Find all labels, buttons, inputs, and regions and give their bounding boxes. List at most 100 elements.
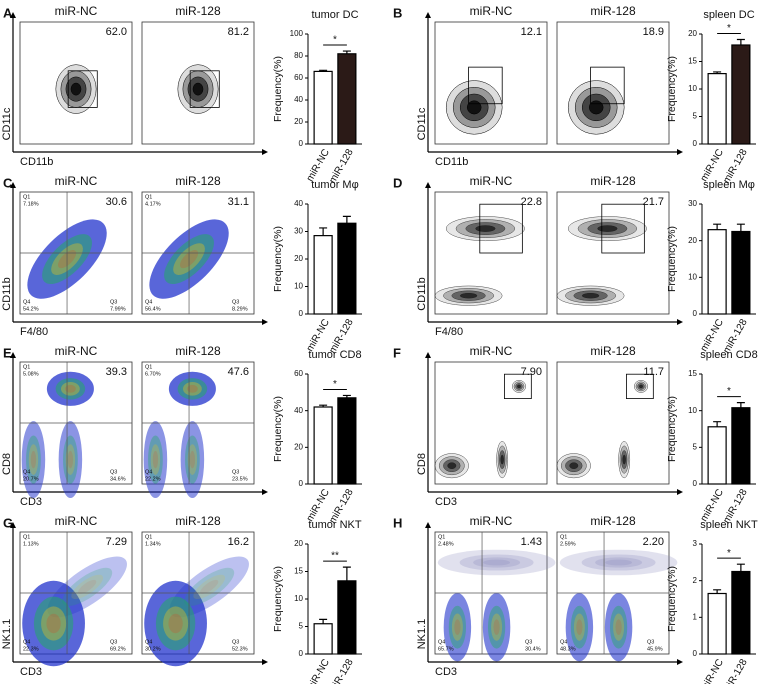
density (65, 384, 76, 393)
density (570, 605, 589, 649)
y-axis-label: CD11c (416, 107, 428, 140)
quadrant-name: Q4 (145, 299, 152, 305)
density (152, 450, 159, 469)
quadrant-name: Q3 (647, 639, 654, 645)
y-tick-label: 40 (294, 406, 303, 415)
quadrant-value: 45.9% (647, 646, 663, 652)
quadrant-name: Q4 (23, 639, 30, 645)
y-axis-title: Frequency(%) (666, 396, 678, 462)
quadrant-name: Q4 (23, 299, 30, 305)
density (143, 421, 168, 499)
y-tick-label: 20 (688, 236, 697, 245)
arrow-head (10, 182, 16, 188)
contour (622, 454, 626, 465)
arrow-head (262, 149, 268, 155)
error-bar (319, 69, 328, 72)
y-tick-label: 0 (693, 649, 698, 658)
y-tick-label: 80 (294, 51, 303, 60)
chart-title: spleen NKT (700, 519, 758, 531)
chart-title: spleen Mφ (703, 179, 755, 191)
error-bar (342, 50, 351, 54)
bar (313, 70, 333, 145)
gate-value: 16.2 (228, 536, 249, 548)
density (609, 605, 628, 649)
quadrant-name: Q4 (23, 469, 30, 475)
x-axis-label: F4/80 (20, 326, 48, 338)
quadrant-value: 54.2% (23, 306, 39, 312)
arrow-head (262, 489, 268, 495)
density (55, 378, 86, 400)
y-tick-label: 0 (299, 479, 304, 488)
density (184, 567, 235, 607)
y-axis-title: Frequency(%) (666, 566, 678, 632)
contour (588, 100, 604, 115)
quadrant-value: 52.3% (232, 646, 248, 652)
y-axis-title: Frequency(%) (272, 566, 284, 632)
density (573, 613, 585, 641)
y-tick-label: 0 (693, 479, 698, 488)
quadrant-value: 2.59% (560, 541, 576, 547)
gate (626, 373, 654, 400)
y-axis-label: CD8 (1, 453, 13, 475)
y-axis-title: Frequency(%) (272, 56, 284, 122)
plot-title: miR-NC (55, 4, 98, 18)
contour (192, 82, 204, 96)
y-tick-label: 15 (688, 57, 697, 66)
bar (337, 397, 357, 485)
gate-value: 7.29 (106, 536, 127, 548)
quadrant-name: Q3 (525, 639, 532, 645)
y-tick-label: 5 (299, 622, 304, 631)
density (46, 613, 61, 634)
chart-title: tumor Mφ (311, 179, 358, 191)
density (448, 605, 467, 649)
quadrant-name: Q1 (560, 534, 567, 540)
bar (313, 406, 333, 485)
density (604, 593, 633, 662)
gate-value: 7.90 (521, 366, 542, 378)
arrow-head (425, 182, 431, 188)
y-tick-label: 0 (299, 309, 304, 318)
quadrant-value: 8.29% (232, 306, 248, 312)
quadrant-name: Q1 (23, 534, 30, 540)
plot-title: miR-128 (590, 514, 636, 528)
bar (731, 407, 751, 485)
x-axis-label: CD11b (20, 156, 53, 168)
density (26, 435, 41, 484)
quadrant-value: 30.4% (525, 646, 541, 652)
chart-title: tumor NKT (308, 519, 361, 531)
quadrant-name: Q3 (232, 469, 239, 475)
gate (601, 203, 645, 254)
density (21, 421, 46, 499)
density (168, 613, 183, 634)
density (437, 549, 556, 576)
significance-label: * (727, 548, 731, 559)
chart-title: spleen DC (703, 9, 754, 21)
density (487, 605, 506, 649)
arrow-head (425, 12, 431, 18)
bar (707, 72, 727, 145)
bar (707, 229, 727, 315)
density (443, 593, 472, 662)
density (155, 596, 196, 651)
density (30, 450, 37, 469)
bar (337, 580, 357, 655)
bar (337, 222, 357, 315)
y-tick-label: 40 (294, 95, 303, 104)
gate-value: 62.0 (106, 26, 127, 38)
quadrant-value: 48.3% (560, 646, 576, 652)
y-tick-label: 60 (294, 73, 303, 82)
y-tick-label: 5 (693, 442, 698, 451)
x-axis-label: CD3 (435, 496, 457, 508)
contour (459, 293, 478, 299)
gate (189, 70, 220, 108)
density (605, 559, 633, 566)
density (493, 619, 500, 635)
density (615, 619, 622, 635)
plot-title: miR-128 (590, 344, 636, 358)
plot-title: miR-NC (55, 344, 98, 358)
panel-letter: F (393, 345, 401, 360)
y-tick-label: 30 (294, 227, 303, 236)
x-axis-label: CD3 (435, 666, 457, 678)
y-axis-title: Frequency(%) (666, 56, 678, 122)
x-axis-label: CD3 (20, 666, 42, 678)
